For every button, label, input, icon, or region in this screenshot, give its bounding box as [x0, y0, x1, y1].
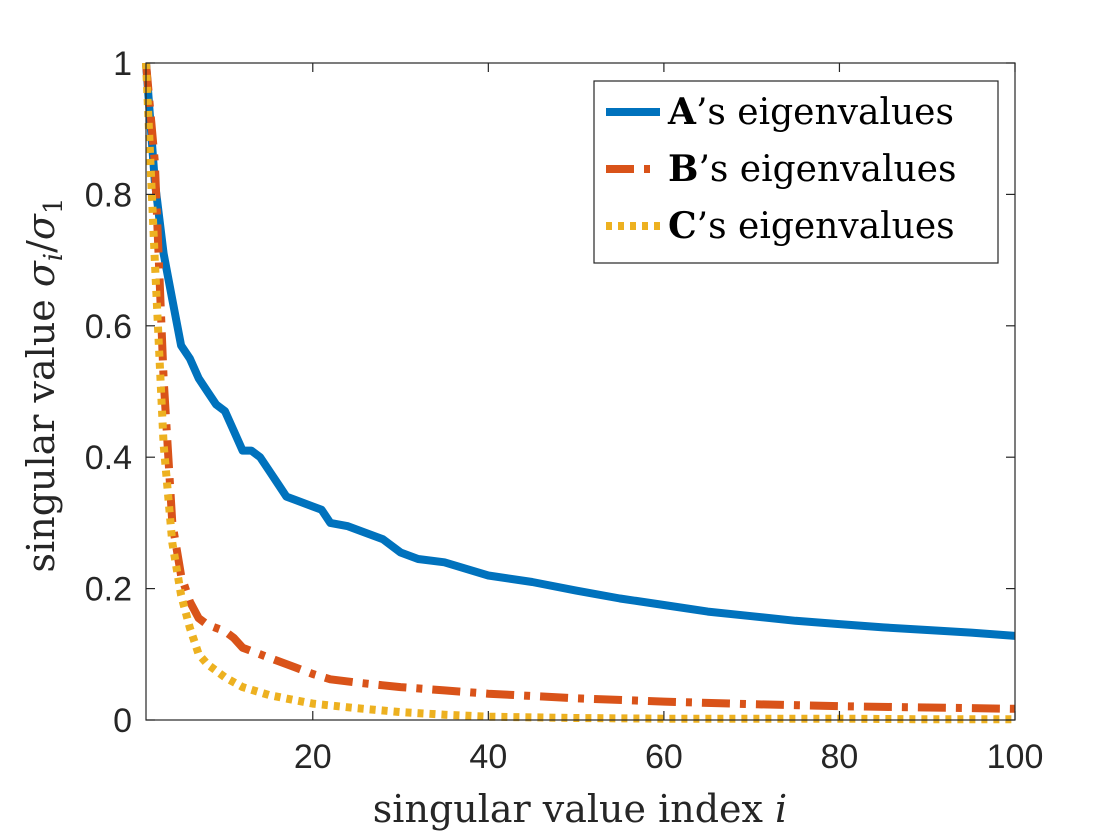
y-tick-label: 0.8 — [85, 176, 132, 214]
x-axis-title-var: i — [775, 787, 787, 831]
y-tick-label: 0 — [113, 702, 132, 740]
x-tick-label: 60 — [645, 738, 683, 776]
y-axis-title-sigma-1: σ — [19, 213, 63, 240]
x-tick-label: 20 — [294, 738, 332, 776]
series-line-1 — [142, 62, 1016, 713]
y-axis-title-sub-i: i — [39, 253, 69, 261]
x-tick-label: 100 — [987, 738, 1044, 776]
x-tick-label: 80 — [821, 738, 859, 776]
legend-label-bold: B — [668, 148, 698, 190]
x-axis-title-text: singular value index — [373, 787, 775, 831]
y-tick-label: 0.6 — [85, 308, 132, 346]
x-axis-title: singular value index i — [373, 787, 787, 831]
legend-label-0: A’s eigenvalues — [667, 91, 954, 133]
legend-label-1: B’s eigenvalues — [668, 148, 956, 190]
y-axis-title-sub-1: 1 — [39, 198, 69, 215]
y-tick-label: 0.2 — [85, 571, 132, 609]
series-line-0 — [142, 62, 1016, 640]
legend-label-bold: A — [667, 91, 697, 133]
legend-box — [593, 80, 999, 264]
series-layer — [142, 62, 1016, 724]
y-axis-title-slash: / — [19, 240, 63, 253]
y-tick-label: 0.4 — [85, 439, 132, 477]
x-tick-label: 40 — [469, 738, 507, 776]
y-axis-title: singular value σi/σ1 — [19, 198, 69, 573]
legend-label-rest: ’s eigenvalues — [698, 149, 956, 190]
tick-layer: 20 40 60 80 100 0 0.2 0.4 0.6 0.8 1 — [85, 45, 1044, 776]
legend-label-2: C’s eigenvalues — [668, 205, 955, 247]
legend-label-rest: ’s eigenvalues — [697, 206, 955, 247]
plot-frame — [145, 62, 1016, 721]
y-axis-title-text: singular value — [19, 287, 63, 572]
legend-label-bold: C — [668, 205, 697, 247]
y-tick-label: 1 — [113, 45, 132, 83]
y-axis-title-sigma-i: σ — [19, 260, 63, 287]
legend-label-rest: ’s eigenvalues — [696, 92, 954, 133]
